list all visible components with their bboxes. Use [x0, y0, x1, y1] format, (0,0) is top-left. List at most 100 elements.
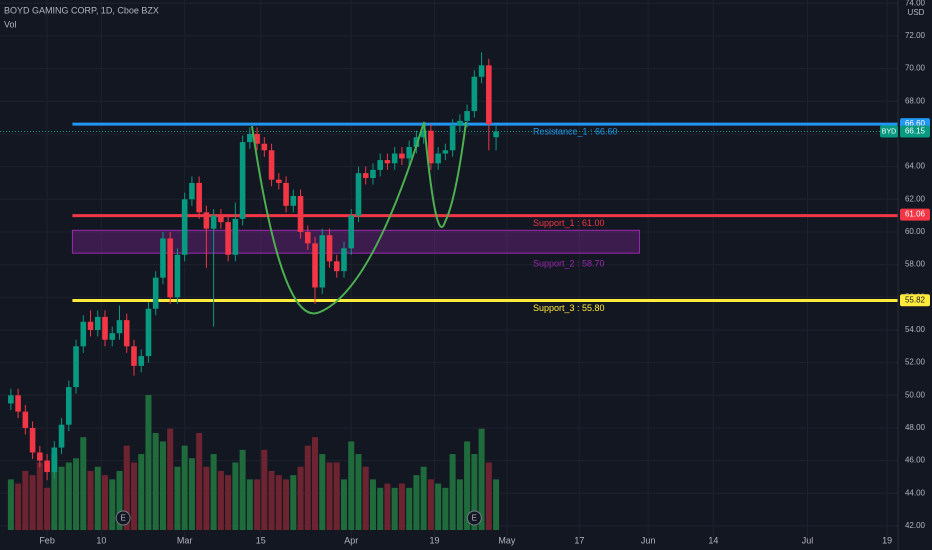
candle-body	[247, 133, 253, 143]
volume-bar	[80, 437, 87, 530]
candle-body	[413, 137, 420, 148]
volume-bar	[283, 479, 290, 530]
volume-bar	[493, 479, 500, 530]
axes: 74.0072.0070.0068.0066.0064.0062.0060.00…	[39, 0, 930, 545]
volume-bar	[94, 466, 101, 530]
x-tick-label: Mar	[177, 535, 193, 545]
candle-body	[297, 196, 304, 232]
volume-bar	[15, 483, 22, 530]
x-tick-label: Jun	[641, 535, 656, 545]
candle-body	[232, 218, 239, 255]
candle-body	[203, 212, 210, 229]
candle-body	[8, 395, 14, 404]
zone-label: Support_2 : 58.70	[533, 259, 605, 269]
x-tick-label: 10	[96, 535, 106, 545]
symbol-tag	[880, 125, 898, 138]
candle-body	[51, 447, 58, 473]
candle-body	[225, 222, 231, 255]
candle-body	[370, 169, 376, 179]
candle-body	[420, 130, 427, 138]
volume-bar	[196, 432, 203, 530]
last-price-label: 66.15	[905, 127, 926, 136]
volume-bar	[435, 483, 442, 530]
volume-bar	[333, 462, 340, 530]
candle-body	[138, 356, 145, 366]
candle-body	[254, 133, 260, 144]
x-tick-label: 15	[256, 535, 266, 545]
candle-body	[73, 346, 79, 388]
x-tick-label: 19	[882, 535, 892, 545]
volume-bar	[413, 475, 420, 530]
y-tick-label: 50.00	[905, 390, 926, 399]
symbol-tag-label: BYD	[882, 128, 896, 135]
candle-body	[189, 182, 195, 200]
candle-body	[283, 182, 289, 206]
candle-body	[29, 427, 36, 453]
candle-body	[442, 150, 449, 154]
volume-bar	[384, 483, 391, 530]
last-price-tag	[900, 125, 930, 138]
candle-body	[428, 130, 434, 164]
y-tick-label: 44.00	[905, 488, 926, 497]
volume-bar	[326, 462, 333, 530]
candle-body	[384, 160, 391, 164]
candle-body	[37, 452, 43, 461]
volume-bar	[478, 428, 485, 530]
volume-bar	[449, 454, 456, 530]
candle-body	[348, 215, 355, 249]
volume-bar	[51, 454, 58, 530]
earnings-marker	[115, 510, 131, 526]
y-tick-label: 70.00	[905, 64, 926, 73]
y-tick-label: 64.00	[905, 162, 926, 171]
candle-body	[131, 346, 137, 366]
volume-bar	[420, 466, 427, 530]
volume-bar	[138, 454, 145, 530]
volume-bar	[225, 475, 232, 530]
levels-layer: Resistance_1 : 66.60 Support_1 : 61.00 Sup…	[0, 122, 898, 313]
volume-bar	[398, 483, 405, 530]
volume-bar	[275, 475, 282, 530]
candle-body	[333, 261, 340, 272]
candle-body	[65, 387, 72, 425]
candle-body	[406, 147, 412, 159]
volume-bar	[181, 445, 188, 530]
candle-body	[355, 173, 362, 216]
candle-body	[15, 395, 21, 412]
level-label: Resistance_1 : 66.60	[533, 127, 618, 137]
earnings-label: E	[472, 514, 477, 523]
volume-bar	[471, 454, 478, 530]
volume-bar	[159, 441, 166, 530]
y-tick-label: 74.00	[905, 0, 926, 7]
x-tick-label: Jul	[802, 535, 814, 545]
x-tick-label: 14	[708, 535, 718, 545]
candle-body	[210, 215, 217, 229]
candle-body	[478, 65, 485, 77]
candle-body	[377, 160, 384, 170]
candle-body	[493, 131, 499, 138]
volume-bar	[319, 454, 326, 530]
candle-body	[58, 424, 65, 448]
volume-bar	[239, 449, 246, 530]
candle-body	[312, 243, 318, 288]
candle-body	[218, 215, 224, 223]
volume-bar	[340, 479, 347, 530]
y-tick-label: 42.00	[905, 521, 926, 530]
price-tag-label: 55.82	[905, 295, 926, 304]
candle-body	[435, 153, 441, 164]
zone-layer: Support_2 : 58.70	[71, 229, 640, 269]
volume-bar	[217, 470, 224, 530]
candle-body	[94, 316, 101, 330]
x-tick-label: Apr	[344, 535, 358, 545]
volume-bar	[485, 462, 492, 530]
volume-bar	[7, 479, 14, 530]
candle-body	[261, 143, 268, 151]
volume-bar	[174, 466, 181, 530]
volume-bar	[355, 454, 362, 530]
candle-body	[239, 142, 246, 219]
candle-body	[160, 238, 166, 278]
candle-body	[145, 308, 152, 357]
volume-bar	[109, 479, 116, 530]
volume-bar	[464, 441, 471, 530]
